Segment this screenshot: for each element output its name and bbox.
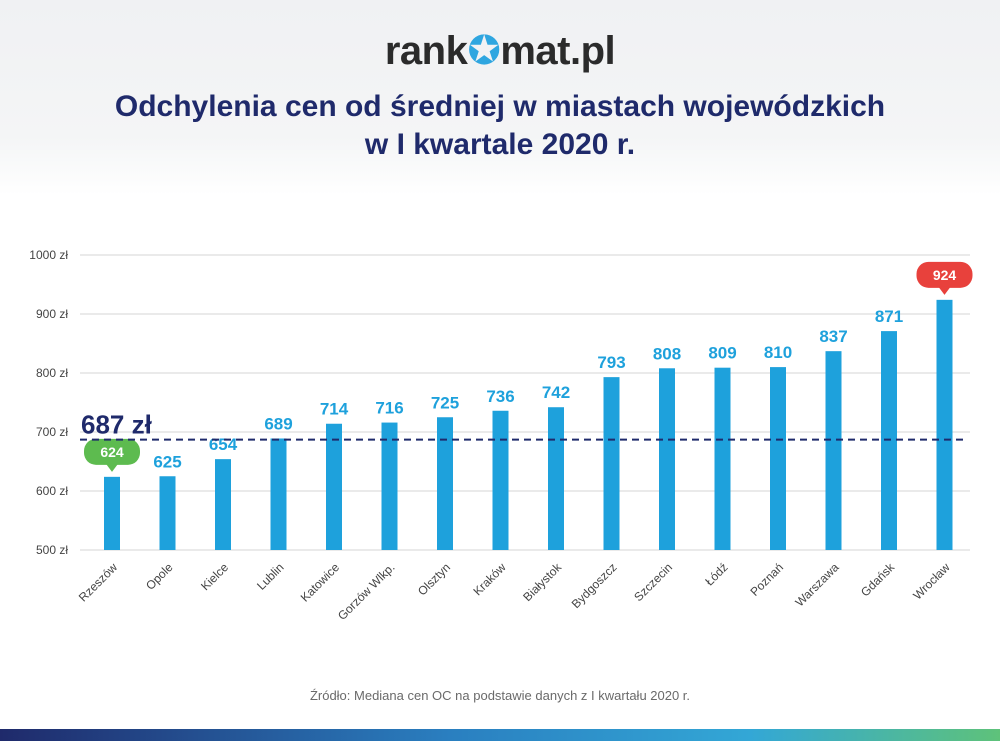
value-label: 689 [264,414,292,433]
logo-text-right: mat.pl [500,29,616,73]
bar [714,367,731,550]
value-badge-pointer [106,463,118,472]
value-label: 624 [100,444,124,460]
bar [270,438,287,550]
y-tick-label: 600 zł [36,484,68,498]
value-badge [84,438,140,465]
value-label: 809 [708,344,736,363]
value-label: 625 [153,452,181,471]
category-label: Wrocław [910,560,953,603]
page-title: Odchylenia cen od średniej w miastach wo… [0,88,1000,164]
logo: rank✪mat.pl [0,28,1000,74]
category-label: Gdańsk [858,560,898,600]
value-label: 736 [486,387,514,406]
category-label: Warszawa [792,560,841,609]
category-label: Olsztyn [415,560,453,598]
value-label: 837 [819,327,847,346]
value-label: 871 [875,307,903,326]
category-label: Katowice [298,560,343,605]
value-label: 808 [653,344,681,363]
source-note: Źródło: Mediana cen OC na podstawie dany… [309,688,691,703]
category-label: Opole [143,560,176,593]
title-line-2: w I kwartale 2020 r. [364,128,636,161]
category-label: Kraków [470,560,508,598]
category-label: Białystok [520,560,565,605]
category-label: Lublin [254,560,287,593]
value-label: 714 [320,400,349,419]
category-label: Łódź [702,560,730,588]
bar [825,351,842,550]
value-label: 654 [209,435,238,454]
value-label: 810 [764,343,792,362]
bar-chart: 500 zł 600 zł 700 zł 800 zł 900 zł 1000 zł 624… [29,248,973,623]
category-label: Kielce [198,560,231,593]
logo-star-icon: ✪ [467,29,501,73]
y-tick-label: 1000 zł [29,248,68,262]
category-label: Rzeszów [76,560,121,605]
y-tick-label: 800 zł [36,366,68,380]
bar [159,476,176,550]
header-band [0,0,1000,195]
average-label: 687 zł [81,410,153,440]
y-tick-label: 500 zł [36,543,68,557]
bar [492,410,509,550]
value-badge-pointer [938,286,951,295]
bar [548,407,564,550]
bar [437,417,453,550]
category-label: Bydgoszcz [569,560,620,611]
logo-text-left: rank [384,29,468,73]
value-label: 742 [542,383,570,402]
value-badge [916,261,973,288]
y-tick-label: 700 zł [36,425,68,439]
bar [659,368,675,550]
category-label: Szczecin [631,560,675,604]
bar [381,422,398,550]
category-label: Gorzów Wlkp. [335,560,398,623]
title-line-1: Odchylenia cen od średniej w miastach wo… [114,90,886,123]
category-label: Poznań [747,560,786,599]
footer-gradient-bar [0,729,1000,741]
bar [603,377,620,550]
value-label: 725 [431,393,459,412]
bar [936,299,953,550]
bar [104,476,120,550]
bar [770,367,786,550]
y-tick-label: 900 zł [36,307,68,321]
bar [215,459,231,550]
value-label: 793 [597,353,625,372]
value-label: 924 [933,267,957,283]
bar [326,423,342,550]
value-label: 716 [375,399,403,418]
